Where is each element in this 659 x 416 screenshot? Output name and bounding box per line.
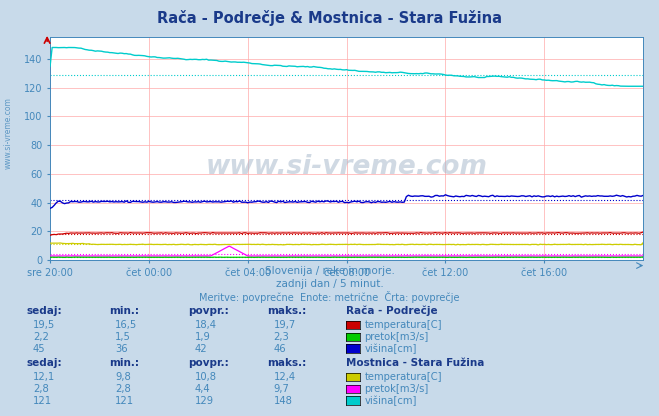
Text: 18,4: 18,4 bbox=[194, 320, 216, 330]
Text: povpr.:: povpr.: bbox=[188, 306, 229, 316]
Text: 16,5: 16,5 bbox=[115, 320, 138, 330]
Text: 2,8: 2,8 bbox=[33, 384, 49, 394]
Text: Mostnica - Stara Fužina: Mostnica - Stara Fužina bbox=[346, 358, 484, 368]
Text: 1,5: 1,5 bbox=[115, 332, 131, 342]
Text: www.si-vreme.com: www.si-vreme.com bbox=[206, 154, 488, 180]
Text: 19,5: 19,5 bbox=[33, 320, 55, 330]
Text: 9,7: 9,7 bbox=[273, 384, 289, 394]
Text: maks.:: maks.: bbox=[267, 358, 306, 368]
Text: 129: 129 bbox=[194, 396, 214, 406]
Text: min.:: min.: bbox=[109, 358, 139, 368]
Text: temperatura[C]: temperatura[C] bbox=[364, 372, 442, 382]
Text: višina[cm]: višina[cm] bbox=[364, 344, 416, 354]
Text: sedaj:: sedaj: bbox=[26, 358, 62, 368]
Text: temperatura[C]: temperatura[C] bbox=[364, 320, 442, 330]
Text: 2,2: 2,2 bbox=[33, 332, 49, 342]
Text: 2,8: 2,8 bbox=[115, 384, 131, 394]
Text: pretok[m3/s]: pretok[m3/s] bbox=[364, 384, 428, 394]
Text: 148: 148 bbox=[273, 396, 293, 406]
Text: min.:: min.: bbox=[109, 306, 139, 316]
Text: 121: 121 bbox=[33, 396, 52, 406]
Text: Meritve: povprečne  Enote: metrične  Črta: povprečje: Meritve: povprečne Enote: metrične Črta:… bbox=[199, 291, 460, 303]
Text: 19,7: 19,7 bbox=[273, 320, 296, 330]
Text: pretok[m3/s]: pretok[m3/s] bbox=[364, 332, 428, 342]
Text: Rača - Podrečje: Rača - Podrečje bbox=[346, 306, 438, 316]
Text: Slovenija / reke in morje.: Slovenija / reke in morje. bbox=[264, 266, 395, 276]
Text: 1,9: 1,9 bbox=[194, 332, 210, 342]
Text: povpr.:: povpr.: bbox=[188, 358, 229, 368]
Text: 121: 121 bbox=[115, 396, 134, 406]
Text: 45: 45 bbox=[33, 344, 45, 354]
Text: 10,8: 10,8 bbox=[194, 372, 216, 382]
Text: 42: 42 bbox=[194, 344, 207, 354]
Text: 2,3: 2,3 bbox=[273, 332, 289, 342]
Text: maks.:: maks.: bbox=[267, 306, 306, 316]
Text: 36: 36 bbox=[115, 344, 128, 354]
Text: 12,1: 12,1 bbox=[33, 372, 55, 382]
Text: sedaj:: sedaj: bbox=[26, 306, 62, 316]
Text: višina[cm]: višina[cm] bbox=[364, 396, 416, 406]
Text: 9,8: 9,8 bbox=[115, 372, 131, 382]
Text: www.si-vreme.com: www.si-vreme.com bbox=[3, 97, 13, 169]
Text: 12,4: 12,4 bbox=[273, 372, 296, 382]
Text: zadnji dan / 5 minut.: zadnji dan / 5 minut. bbox=[275, 279, 384, 289]
Text: 4,4: 4,4 bbox=[194, 384, 210, 394]
Text: Rača - Podrečje & Mostnica - Stara Fužina: Rača - Podrečje & Mostnica - Stara Fužin… bbox=[157, 10, 502, 26]
Text: 46: 46 bbox=[273, 344, 286, 354]
